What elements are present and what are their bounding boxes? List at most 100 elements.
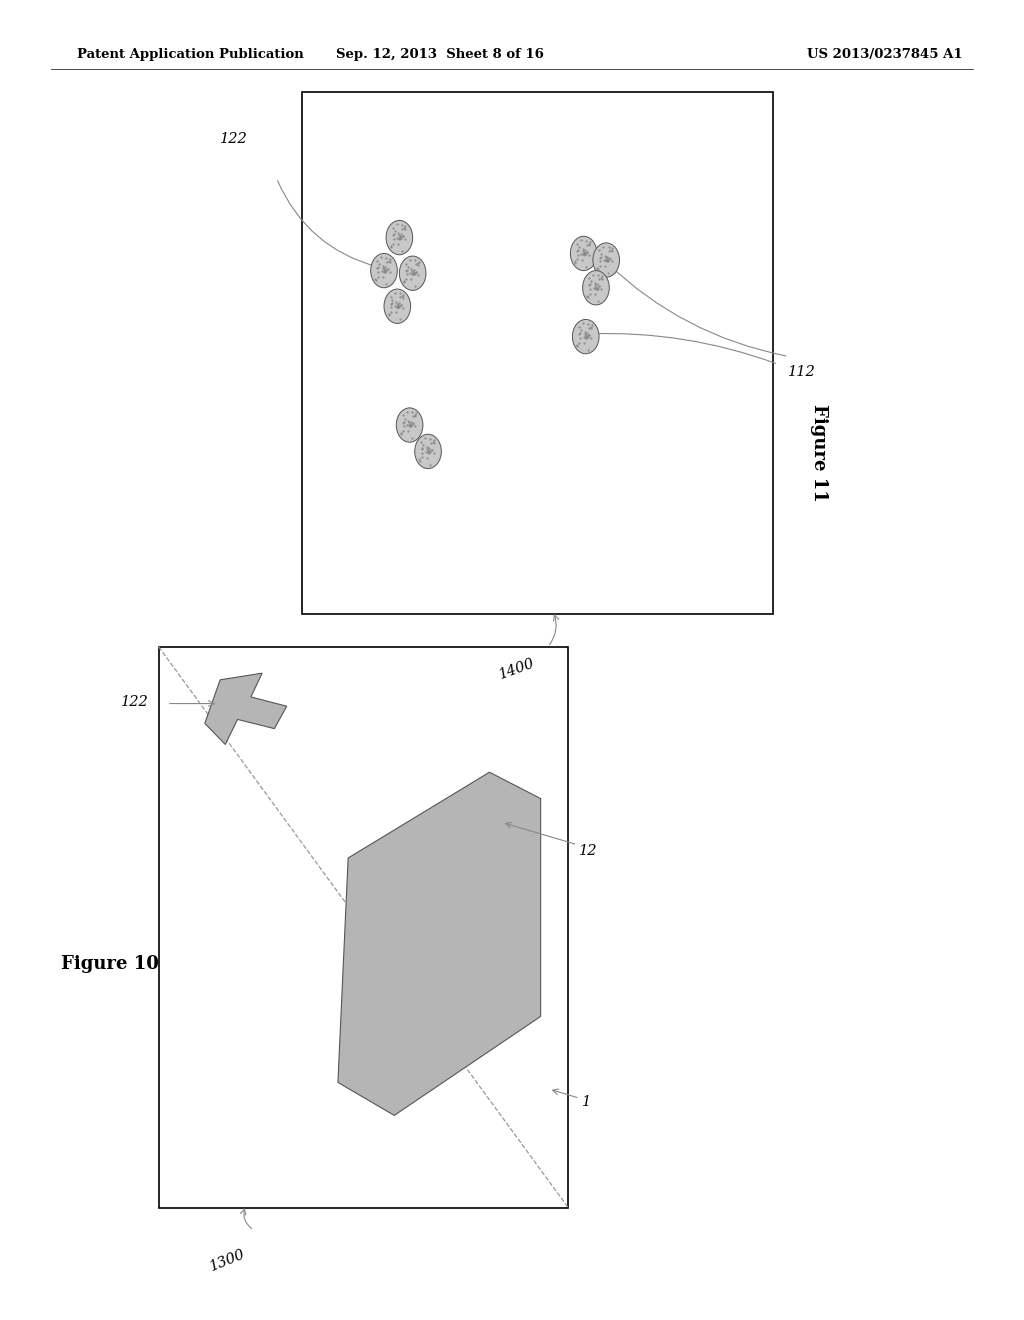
Point bbox=[396, 228, 413, 249]
Point bbox=[580, 327, 596, 348]
Point bbox=[566, 251, 583, 272]
Point bbox=[577, 239, 593, 260]
Point bbox=[588, 277, 604, 298]
Text: Figure 11: Figure 11 bbox=[810, 404, 828, 502]
Point bbox=[382, 286, 398, 308]
Text: 1400: 1400 bbox=[498, 656, 537, 682]
Point bbox=[417, 428, 433, 449]
Point bbox=[376, 261, 392, 282]
Point bbox=[370, 265, 386, 286]
Point bbox=[422, 454, 438, 475]
Point bbox=[419, 437, 435, 458]
Point bbox=[569, 240, 586, 261]
Point bbox=[604, 238, 621, 259]
Point bbox=[420, 441, 436, 462]
Circle shape bbox=[593, 243, 620, 277]
Point bbox=[574, 239, 591, 260]
Point bbox=[376, 259, 392, 280]
Text: Patent Application Publication: Patent Application Publication bbox=[77, 48, 303, 61]
Point bbox=[371, 253, 387, 275]
Point bbox=[394, 297, 411, 318]
Point bbox=[395, 412, 412, 433]
Point bbox=[595, 236, 611, 257]
Point bbox=[603, 251, 620, 272]
Text: 112: 112 bbox=[788, 366, 816, 379]
Point bbox=[401, 413, 418, 434]
Point bbox=[390, 234, 407, 255]
Point bbox=[593, 246, 609, 267]
Point bbox=[598, 249, 614, 271]
Point bbox=[386, 220, 402, 242]
Point bbox=[388, 293, 404, 314]
Point bbox=[596, 249, 612, 271]
Text: Sep. 12, 2013  Sheet 8 of 16: Sep. 12, 2013 Sheet 8 of 16 bbox=[336, 48, 545, 61]
Point bbox=[386, 223, 402, 244]
Point bbox=[408, 261, 424, 282]
Point bbox=[382, 235, 398, 256]
Point bbox=[391, 227, 408, 248]
Point bbox=[399, 259, 416, 280]
Point bbox=[395, 284, 412, 305]
Point bbox=[391, 226, 408, 247]
Point bbox=[368, 269, 384, 290]
Point bbox=[419, 447, 435, 469]
Point bbox=[603, 240, 620, 261]
Point bbox=[594, 265, 610, 286]
Point bbox=[582, 275, 598, 296]
Point bbox=[411, 449, 427, 470]
Point bbox=[384, 218, 400, 239]
Circle shape bbox=[570, 236, 597, 271]
Point bbox=[571, 323, 588, 345]
Point bbox=[382, 248, 398, 269]
Point bbox=[404, 263, 421, 284]
Point bbox=[406, 264, 422, 285]
Point bbox=[590, 259, 606, 280]
Point bbox=[394, 226, 411, 247]
Point bbox=[567, 252, 584, 273]
Point bbox=[394, 286, 411, 308]
Point bbox=[587, 275, 603, 296]
Bar bbox=[159, 647, 568, 1208]
Point bbox=[590, 279, 606, 300]
Point bbox=[425, 432, 441, 453]
Point bbox=[398, 260, 415, 281]
Point bbox=[586, 277, 602, 298]
Point bbox=[384, 292, 400, 313]
Point bbox=[377, 261, 393, 282]
Point bbox=[588, 276, 604, 297]
Point bbox=[377, 256, 393, 277]
Point bbox=[400, 412, 417, 433]
Point bbox=[600, 236, 616, 257]
Point bbox=[573, 243, 590, 264]
Point bbox=[581, 234, 597, 255]
Point bbox=[414, 442, 430, 463]
Circle shape bbox=[572, 319, 599, 354]
Point bbox=[391, 227, 408, 248]
Point bbox=[579, 285, 595, 306]
Point bbox=[581, 244, 597, 265]
Point bbox=[583, 271, 599, 292]
Point bbox=[394, 405, 411, 426]
Point bbox=[582, 282, 598, 304]
Point bbox=[592, 247, 608, 268]
Point bbox=[583, 273, 599, 294]
Point bbox=[578, 326, 594, 347]
Point bbox=[408, 261, 424, 282]
Point bbox=[402, 411, 419, 432]
Point bbox=[391, 309, 408, 330]
Point bbox=[397, 253, 414, 275]
Point bbox=[415, 437, 431, 458]
Point bbox=[593, 268, 609, 289]
Circle shape bbox=[384, 289, 411, 323]
Point bbox=[392, 286, 409, 308]
Point bbox=[367, 268, 383, 289]
Point bbox=[575, 326, 592, 347]
Point bbox=[389, 296, 406, 317]
Point bbox=[593, 279, 609, 300]
Point bbox=[575, 244, 592, 265]
Point bbox=[589, 277, 605, 298]
Point bbox=[398, 264, 415, 285]
Point bbox=[389, 227, 406, 248]
Point bbox=[384, 289, 400, 310]
Circle shape bbox=[371, 253, 397, 288]
